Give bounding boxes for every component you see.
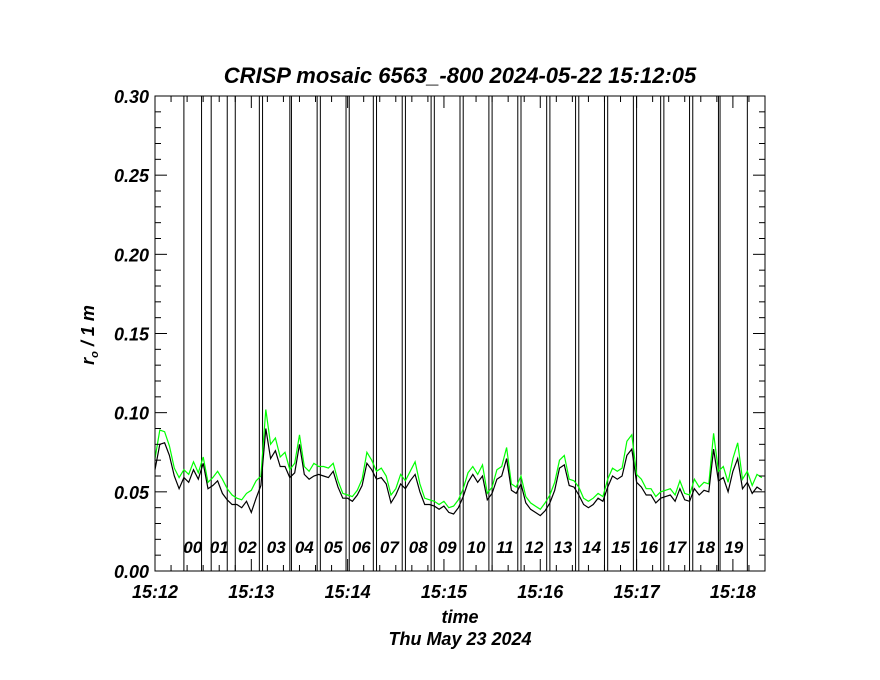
scan-label-10: 10: [467, 538, 486, 557]
scan-label-14: 14: [582, 538, 601, 557]
x-tick-label-0: 15:12: [132, 582, 178, 602]
scan-markers: 00 01 02 03 04 05 06 07 08 09 10 11 12 13 14 15 16 17 18 19: [183, 96, 748, 571]
y-tick-label-4: 0.20: [114, 245, 149, 265]
scan-label-11: 11: [496, 538, 514, 557]
scan-label-17: 17: [667, 538, 687, 557]
chart-title: CRISP mosaic 6563_-800 2024-05-22 15:12:…: [224, 63, 697, 88]
scan-label-5: 05: [324, 538, 343, 557]
scan-label-18: 18: [696, 538, 715, 557]
scan-label-9: 09: [438, 538, 457, 557]
y-tick-label-6: 0.30: [114, 87, 149, 107]
date-label: Thu May 23 2024: [388, 629, 531, 649]
x-tick-label-6: 15:18: [710, 582, 756, 602]
x-tick-label-1: 15:13: [228, 582, 274, 602]
scan-label-19: 19: [724, 538, 743, 557]
series-line-1: [154, 428, 763, 517]
x-axis-label: time: [441, 607, 478, 627]
scan-label-4: 04: [295, 538, 314, 557]
y-tick-label-5: 0.25: [114, 166, 150, 186]
scan-label-6: 06: [352, 538, 371, 557]
y-ticks: 0.00 0.05 0.10 0.15 0.20 0.25 0.30: [114, 87, 765, 582]
scan-label-2: 02: [238, 538, 257, 557]
y-tick-label-2: 0.10: [114, 404, 149, 424]
scan-label-16: 16: [639, 538, 658, 557]
y-tick-label-1: 0.05: [114, 483, 150, 503]
scan-label-12: 12: [524, 538, 543, 557]
svg-text:ro / 1 m: ro / 1 m: [78, 305, 101, 365]
x-tick-label-5: 15:17: [614, 582, 661, 602]
x-ticks: 15:12 15:13 15:14 15:15 15:16 15:17 15:18: [132, 96, 756, 602]
scan-label-0: 00: [183, 538, 202, 557]
scan-label-8: 08: [409, 538, 428, 557]
scan-label-1: 01: [210, 538, 229, 557]
x-tick-label-4: 15:16: [517, 582, 564, 602]
y-tick-label-0: 0.00: [114, 562, 149, 582]
y-axis-label: ro / 1 m: [78, 305, 101, 365]
series-line-0: [154, 409, 763, 511]
x-tick-label-3: 15:15: [421, 582, 468, 602]
scan-label-15: 15: [611, 538, 630, 557]
scan-label-3: 03: [267, 538, 286, 557]
x-tick-label-2: 15:14: [325, 582, 371, 602]
series-lines: [154, 409, 763, 517]
scan-label-7: 07: [380, 538, 400, 557]
y-tick-label-3: 0.15: [114, 325, 150, 345]
scan-label-13: 13: [553, 538, 572, 557]
